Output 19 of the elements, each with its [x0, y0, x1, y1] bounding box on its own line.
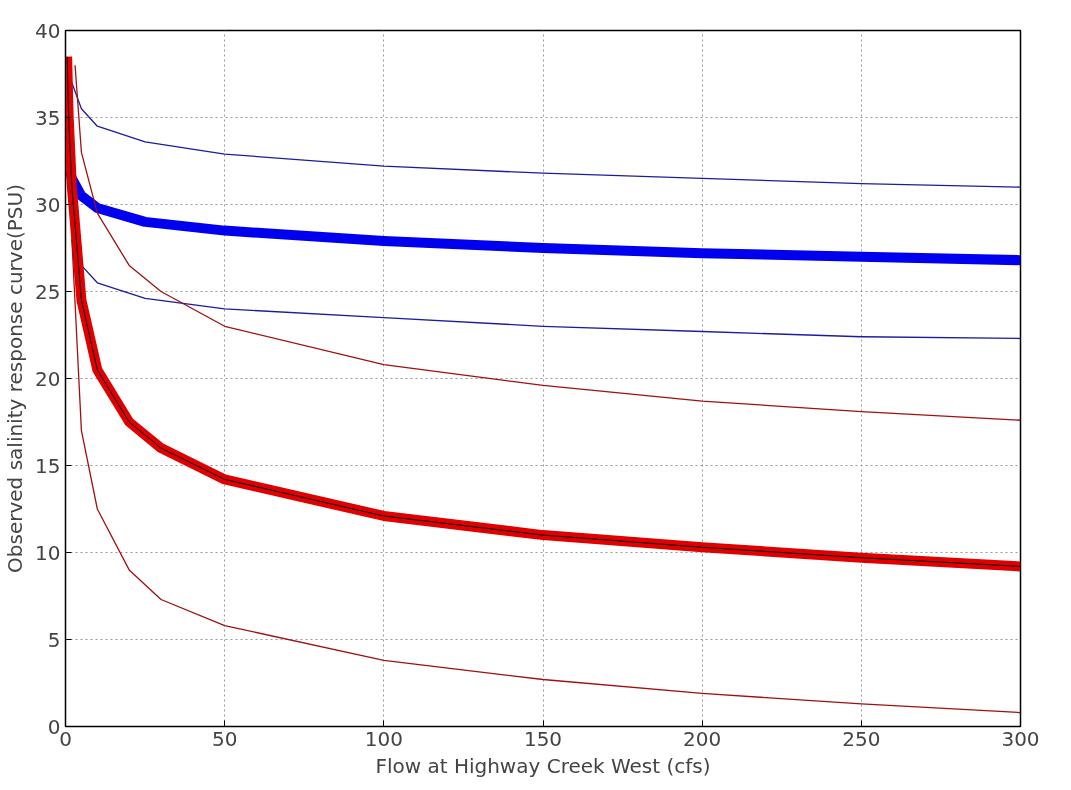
x-tick-label: 100 — [364, 726, 403, 751]
y-tick-label: 30 — [35, 192, 61, 217]
line-series — [71, 82, 1021, 188]
x-tick-label: 150 — [523, 726, 563, 751]
y-tick-label: 15 — [35, 453, 61, 478]
y-tick-label: 35 — [35, 105, 61, 130]
y-tick-label: 25 — [35, 279, 61, 304]
x-tick-label: 200 — [683, 726, 722, 751]
y-tick-label: 40 — [35, 18, 61, 43]
x-axis-title: Flow at Highway Creek West (cfs) — [375, 753, 711, 778]
y-tick-label: 20 — [35, 366, 61, 391]
y-axis-title: Observed salinity response curve(PSU) — [3, 184, 28, 573]
y-tick-label: 5 — [47, 627, 61, 652]
line-series — [74, 64, 1021, 421]
line-series — [71, 238, 1021, 714]
x-tick-label: 50 — [211, 726, 238, 751]
x-tick-label: 250 — [842, 726, 881, 751]
x-tick-label: 300 — [1001, 726, 1040, 751]
y-tick-label: 10 — [35, 540, 61, 565]
